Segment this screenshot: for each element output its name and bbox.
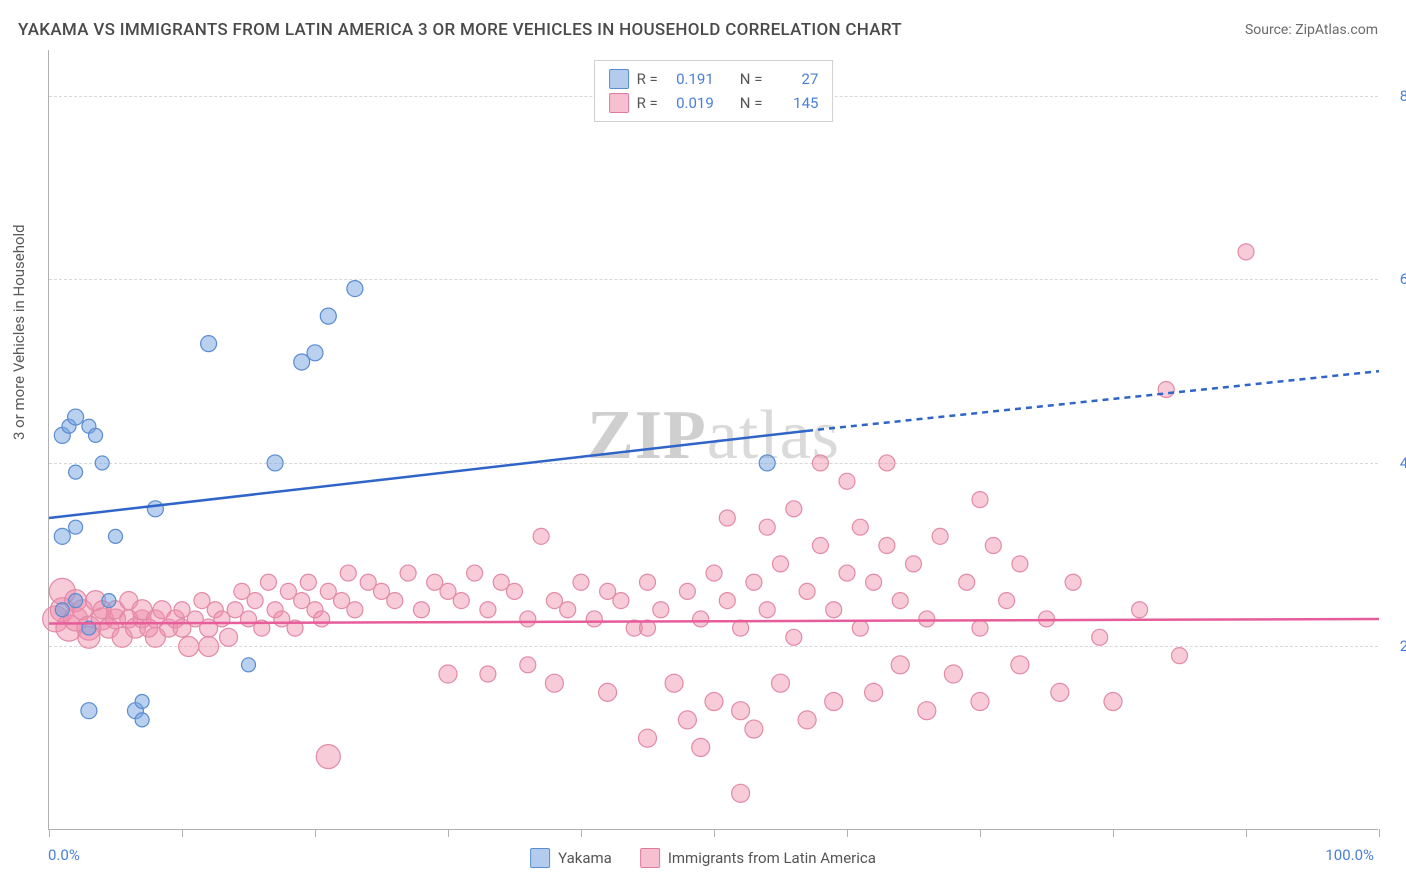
x-tick — [980, 829, 981, 837]
y-tick-label: 40.0% — [1400, 454, 1406, 472]
grid-line — [49, 646, 1378, 647]
x-tick — [1246, 829, 1247, 837]
chart-title: YAKAMA VS IMMIGRANTS FROM LATIN AMERICA … — [18, 20, 902, 40]
y-tick-label: 80.0% — [1400, 87, 1406, 105]
x-tick — [1379, 829, 1380, 837]
swatch-blue — [609, 69, 629, 89]
n-label: N = — [740, 67, 763, 91]
y-tick-label: 20.0% — [1400, 637, 1406, 655]
x-tick — [581, 829, 582, 837]
chart-svg — [49, 50, 1378, 829]
swatch-pink — [609, 93, 629, 113]
n-label: N = — [740, 91, 763, 115]
legend-label-immigrants: Immigrants from Latin America — [668, 849, 876, 867]
series-legend: Yakama Immigrants from Latin America — [530, 848, 876, 868]
grid-line — [49, 279, 1378, 280]
r-value-blue: 0.191 — [666, 67, 714, 91]
swatch-blue — [530, 848, 550, 868]
swatch-pink — [640, 848, 660, 868]
n-value-pink: 145 — [770, 91, 818, 115]
grid-line — [49, 463, 1378, 464]
source-text: Source: ZipAtlas.com — [1245, 22, 1378, 38]
y-axis-title: 3 or more Vehicles in Household — [10, 224, 28, 440]
stats-row-blue: R = 0.191 N = 27 — [609, 67, 819, 91]
x-tick — [448, 829, 449, 837]
x-axis-max-label: 100.0% — [1325, 846, 1374, 864]
plot-area: ZIPatlas 20.0%40.0%60.0%80.0% R = 0.191 … — [48, 50, 1378, 830]
x-tick — [847, 829, 848, 837]
x-tick — [182, 829, 183, 837]
x-tick — [315, 829, 316, 837]
r-value-pink: 0.019 — [666, 91, 714, 115]
legend-item-yakama: Yakama — [530, 848, 612, 868]
x-axis-min-label: 0.0% — [48, 846, 80, 864]
r-label: R = — [637, 91, 658, 115]
x-tick — [1113, 829, 1114, 837]
stats-row-pink: R = 0.019 N = 145 — [609, 91, 819, 115]
legend-label-yakama: Yakama — [558, 849, 612, 867]
r-label: R = — [637, 67, 658, 91]
n-value-blue: 27 — [770, 67, 818, 91]
stats-legend: R = 0.191 N = 27 R = 0.019 N = 145 — [594, 60, 834, 122]
legend-item-immigrants: Immigrants from Latin America — [640, 848, 876, 868]
x-tick — [49, 829, 50, 837]
x-tick — [714, 829, 715, 837]
y-tick-label: 60.0% — [1400, 270, 1406, 288]
